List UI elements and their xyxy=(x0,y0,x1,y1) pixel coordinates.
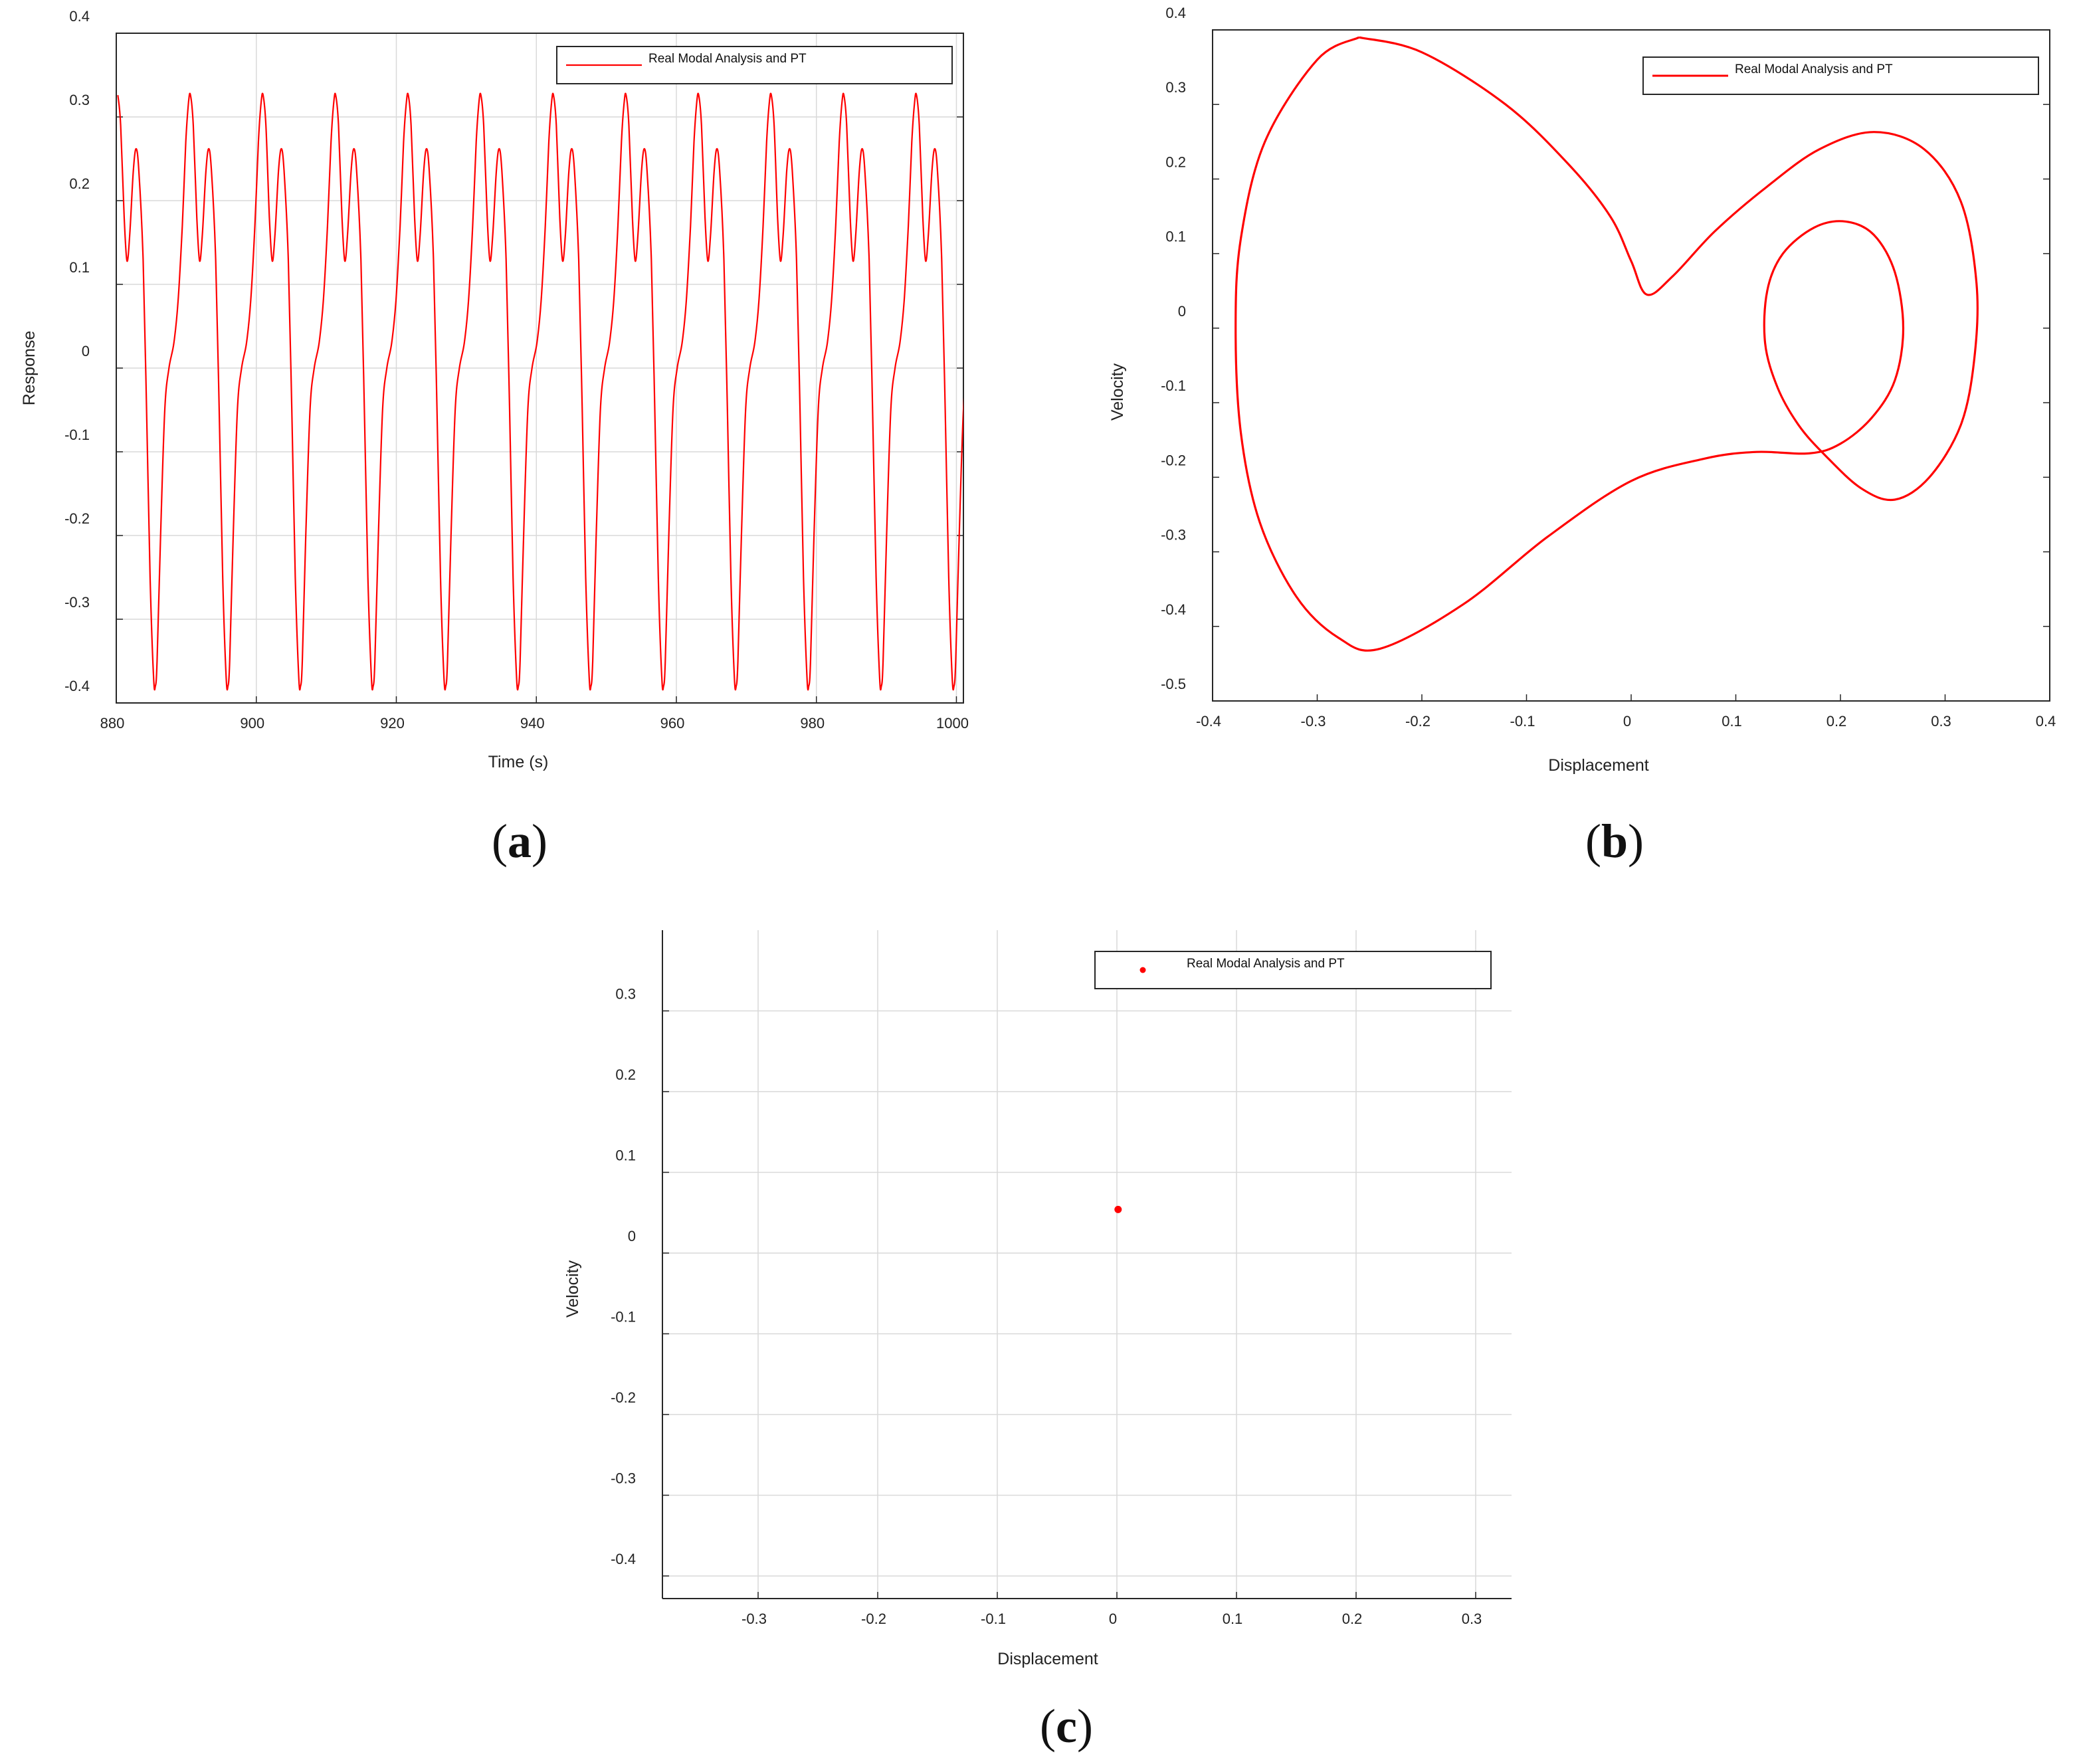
x-axis-label: Displacement xyxy=(1548,756,1649,775)
y-axis-label: Response xyxy=(20,331,39,406)
legend-label: Real Modal Analysis and PT xyxy=(1187,957,1345,971)
y-tick-label: 0.1 xyxy=(69,259,90,276)
y-tick-label: -0.4 xyxy=(611,1551,636,1567)
x-tick-label: 0.2 xyxy=(1342,1611,1363,1627)
panel-c-chart: -0.3 -0.2 -0.1 0 0.1 0.2 0.3 0.3 0.2 0.1 0 -0.1 -0.2… xyxy=(563,930,1512,1668)
y-tick-label: 0.1 xyxy=(1165,229,1186,245)
x-tick-label: 880 xyxy=(100,715,125,732)
panel-label-c: (c) xyxy=(1040,1700,1093,1753)
y-axis-label: Velocity xyxy=(563,1260,582,1318)
y-tick-label: 0 xyxy=(1178,303,1186,320)
x-tick-label: 940 xyxy=(520,715,545,732)
x-tick-label: -0.2 xyxy=(1405,713,1431,730)
legend-label: Real Modal Analysis and PT xyxy=(1735,62,1893,76)
x-tick-label: 0.2 xyxy=(1826,713,1847,730)
y-tick-label: -0.2 xyxy=(64,510,90,527)
y-tick-label: -0.1 xyxy=(611,1308,636,1325)
x-axis-label: Time (s) xyxy=(488,753,549,771)
x-tick-label: 960 xyxy=(660,715,685,732)
panel-a-chart: 880 900 920 940 960 980 1000 0.4 0.3 0.2 0.1 0 -0.1 -… xyxy=(20,8,969,771)
y-tick-label: -0.3 xyxy=(1161,527,1186,543)
x-tick-label: 0.1 xyxy=(1722,713,1742,730)
y-tick-label: 0.3 xyxy=(1165,79,1186,96)
x-tick-label: -0.3 xyxy=(741,1611,767,1627)
panel-label-b: (b) xyxy=(1585,815,1644,868)
legend-box xyxy=(1094,951,1492,989)
y-tick-label: 0.3 xyxy=(615,985,636,1002)
y-tick-label: 0 xyxy=(628,1228,636,1244)
legend-label: Real Modal Analysis and PT xyxy=(648,52,807,66)
x-tick-label: -0.4 xyxy=(1196,713,1221,730)
y-tick-label: 0.3 xyxy=(69,92,90,108)
x-axis-label: Displacement xyxy=(997,1650,1098,1668)
y-tick-label: -0.2 xyxy=(1161,452,1186,468)
y-tick-label: -0.1 xyxy=(64,427,90,443)
x-tick-label: 0.1 xyxy=(1223,1611,1243,1627)
panel-label-a: (a) xyxy=(492,815,547,868)
y-tick-label: 0.2 xyxy=(69,175,90,192)
x-tick-label: -0.1 xyxy=(981,1611,1006,1627)
y-tick-label: 0.4 xyxy=(1165,5,1186,21)
y-tick-label: -0.4 xyxy=(64,678,90,694)
x-tick-label: -0.2 xyxy=(861,1611,886,1627)
x-tick-label: -0.3 xyxy=(1301,713,1326,730)
poincare-point xyxy=(1114,1205,1122,1213)
x-tick-label: 0.3 xyxy=(1931,713,1951,730)
y-tick-label: -0.2 xyxy=(611,1389,636,1406)
y-tick-label: 0.4 xyxy=(69,8,90,25)
x-tick-label: 0 xyxy=(1623,713,1631,730)
phase-portrait-curve xyxy=(1234,36,1979,652)
x-tick-label: 980 xyxy=(800,715,825,732)
y-tick-label: -0.1 xyxy=(1161,377,1186,394)
y-tick-label: -0.3 xyxy=(611,1470,636,1486)
x-tick-label: 0.4 xyxy=(2036,713,2056,730)
y-tick-label: -0.5 xyxy=(1161,676,1186,692)
y-tick-label: -0.4 xyxy=(1161,601,1186,618)
x-tick-label: 0 xyxy=(1109,1611,1117,1627)
panel-b-chart: -0.4 -0.3 -0.2 -0.1 0 0.1 0.2 0.3 0.4 0.4 0.3 0.2 0.… xyxy=(1108,5,2056,775)
x-tick-label: 920 xyxy=(380,715,405,732)
x-tick-label: 1000 xyxy=(936,715,969,732)
y-tick-label: 0.2 xyxy=(615,1066,636,1083)
legend-marker xyxy=(1139,967,1146,973)
x-tick-label: 900 xyxy=(240,715,264,732)
x-tick-label: -0.1 xyxy=(1510,713,1535,730)
x-tick-label: 0.3 xyxy=(1462,1611,1482,1627)
y-axis-label: Velocity xyxy=(1108,363,1127,421)
y-tick-label: 0.1 xyxy=(615,1147,636,1163)
response-series-line xyxy=(117,92,963,691)
y-tick-label: -0.3 xyxy=(64,594,90,611)
y-tick-label: 0 xyxy=(82,343,90,359)
y-tick-label: 0.2 xyxy=(1165,153,1186,170)
axes-frame xyxy=(1212,29,2050,702)
